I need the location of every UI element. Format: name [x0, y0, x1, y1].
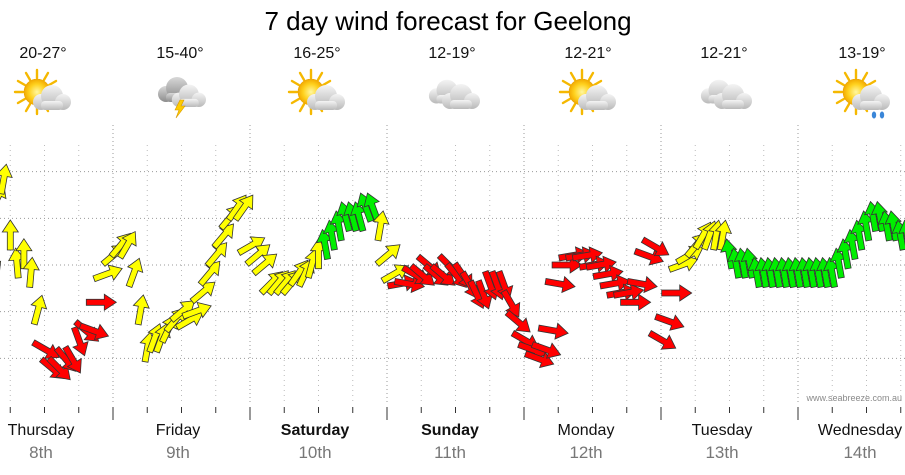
day-name-label: Saturday [281, 422, 350, 439]
chart-title: 7 day wind forecast for Geelong [264, 6, 631, 36]
wind-arrow [236, 236, 266, 256]
sun-cloud-icon [287, 68, 345, 116]
day-name-label: Tuesday [692, 422, 753, 439]
day-date-label: 10th [298, 443, 331, 462]
wind-arrow [211, 223, 234, 250]
day-date-label: 9th [166, 443, 190, 462]
wind-arrow [372, 210, 390, 242]
wind-arrow [640, 236, 670, 257]
cloud-icon [428, 79, 480, 109]
wind-arrow [647, 330, 677, 350]
day-date-label: 14th [843, 443, 876, 462]
day-date-label: 12th [569, 443, 602, 462]
wind-arrow [132, 294, 150, 326]
wind-arrow [374, 244, 401, 267]
wind-arrow [380, 264, 410, 284]
day-date-label: 8th [29, 443, 53, 462]
wind-arrow [620, 293, 652, 312]
sun-cloud-rain-icon [832, 68, 890, 119]
wind-arrow [30, 294, 48, 326]
day-name-label: Thursday [8, 422, 75, 439]
wind-arrow [78, 322, 110, 341]
wind-arrow [504, 309, 531, 333]
wind-arrow [530, 341, 562, 359]
wind-arrow [85, 293, 118, 312]
sun-cloud-icon [558, 68, 616, 116]
wind-arrow [661, 284, 693, 302]
wind-arrow [537, 322, 569, 340]
day-temperature: 12-19° [428, 45, 475, 62]
day-date-label: 13th [705, 443, 738, 462]
wind-arrow [544, 275, 576, 294]
wind-arrow [31, 339, 60, 359]
sun-cloud-icon [13, 68, 71, 116]
wind-arrow [117, 230, 137, 260]
watermark: www.seabreeze.com.au [805, 393, 902, 403]
wind-arrow [626, 275, 658, 294]
day-temperature: 20-27° [19, 45, 66, 62]
day-date-label: 11th [434, 443, 466, 462]
wind-arrow [500, 288, 521, 318]
wind-arrow [71, 325, 89, 357]
day-name-label: Sunday [421, 422, 479, 439]
day-temperature: 12-21° [564, 45, 611, 62]
wind-arrow [204, 242, 228, 269]
wind-arrow [523, 350, 555, 369]
wind-arrow [0, 163, 13, 195]
wind-arrow [62, 344, 82, 374]
wind-arrow [495, 269, 514, 301]
day-temperature: 15-40° [156, 45, 203, 62]
wind-arrow [714, 219, 733, 251]
day-temperature: 16-25° [293, 45, 340, 62]
day-name-label: Friday [156, 422, 200, 439]
wind-arrow [654, 313, 685, 331]
cloud-icon [700, 79, 752, 109]
wind-arrow [232, 194, 254, 222]
wind-arrow [197, 260, 221, 287]
wind-arrow [0, 260, 2, 287]
storm-cloud-icon [158, 77, 206, 119]
wind-arrow [92, 264, 123, 283]
wind-arrow [898, 219, 905, 251]
wind-arrow [125, 257, 144, 289]
wind-arrow [181, 301, 212, 320]
day-temperature: 13-19° [838, 45, 885, 62]
day-temperature: 12-21° [700, 45, 747, 62]
wind-arrow [22, 256, 40, 288]
day-name-label: Monday [558, 422, 615, 439]
wind-arrow [251, 253, 278, 277]
wind-arrow [1, 219, 20, 251]
day-name-label: Wednesday [818, 422, 902, 439]
